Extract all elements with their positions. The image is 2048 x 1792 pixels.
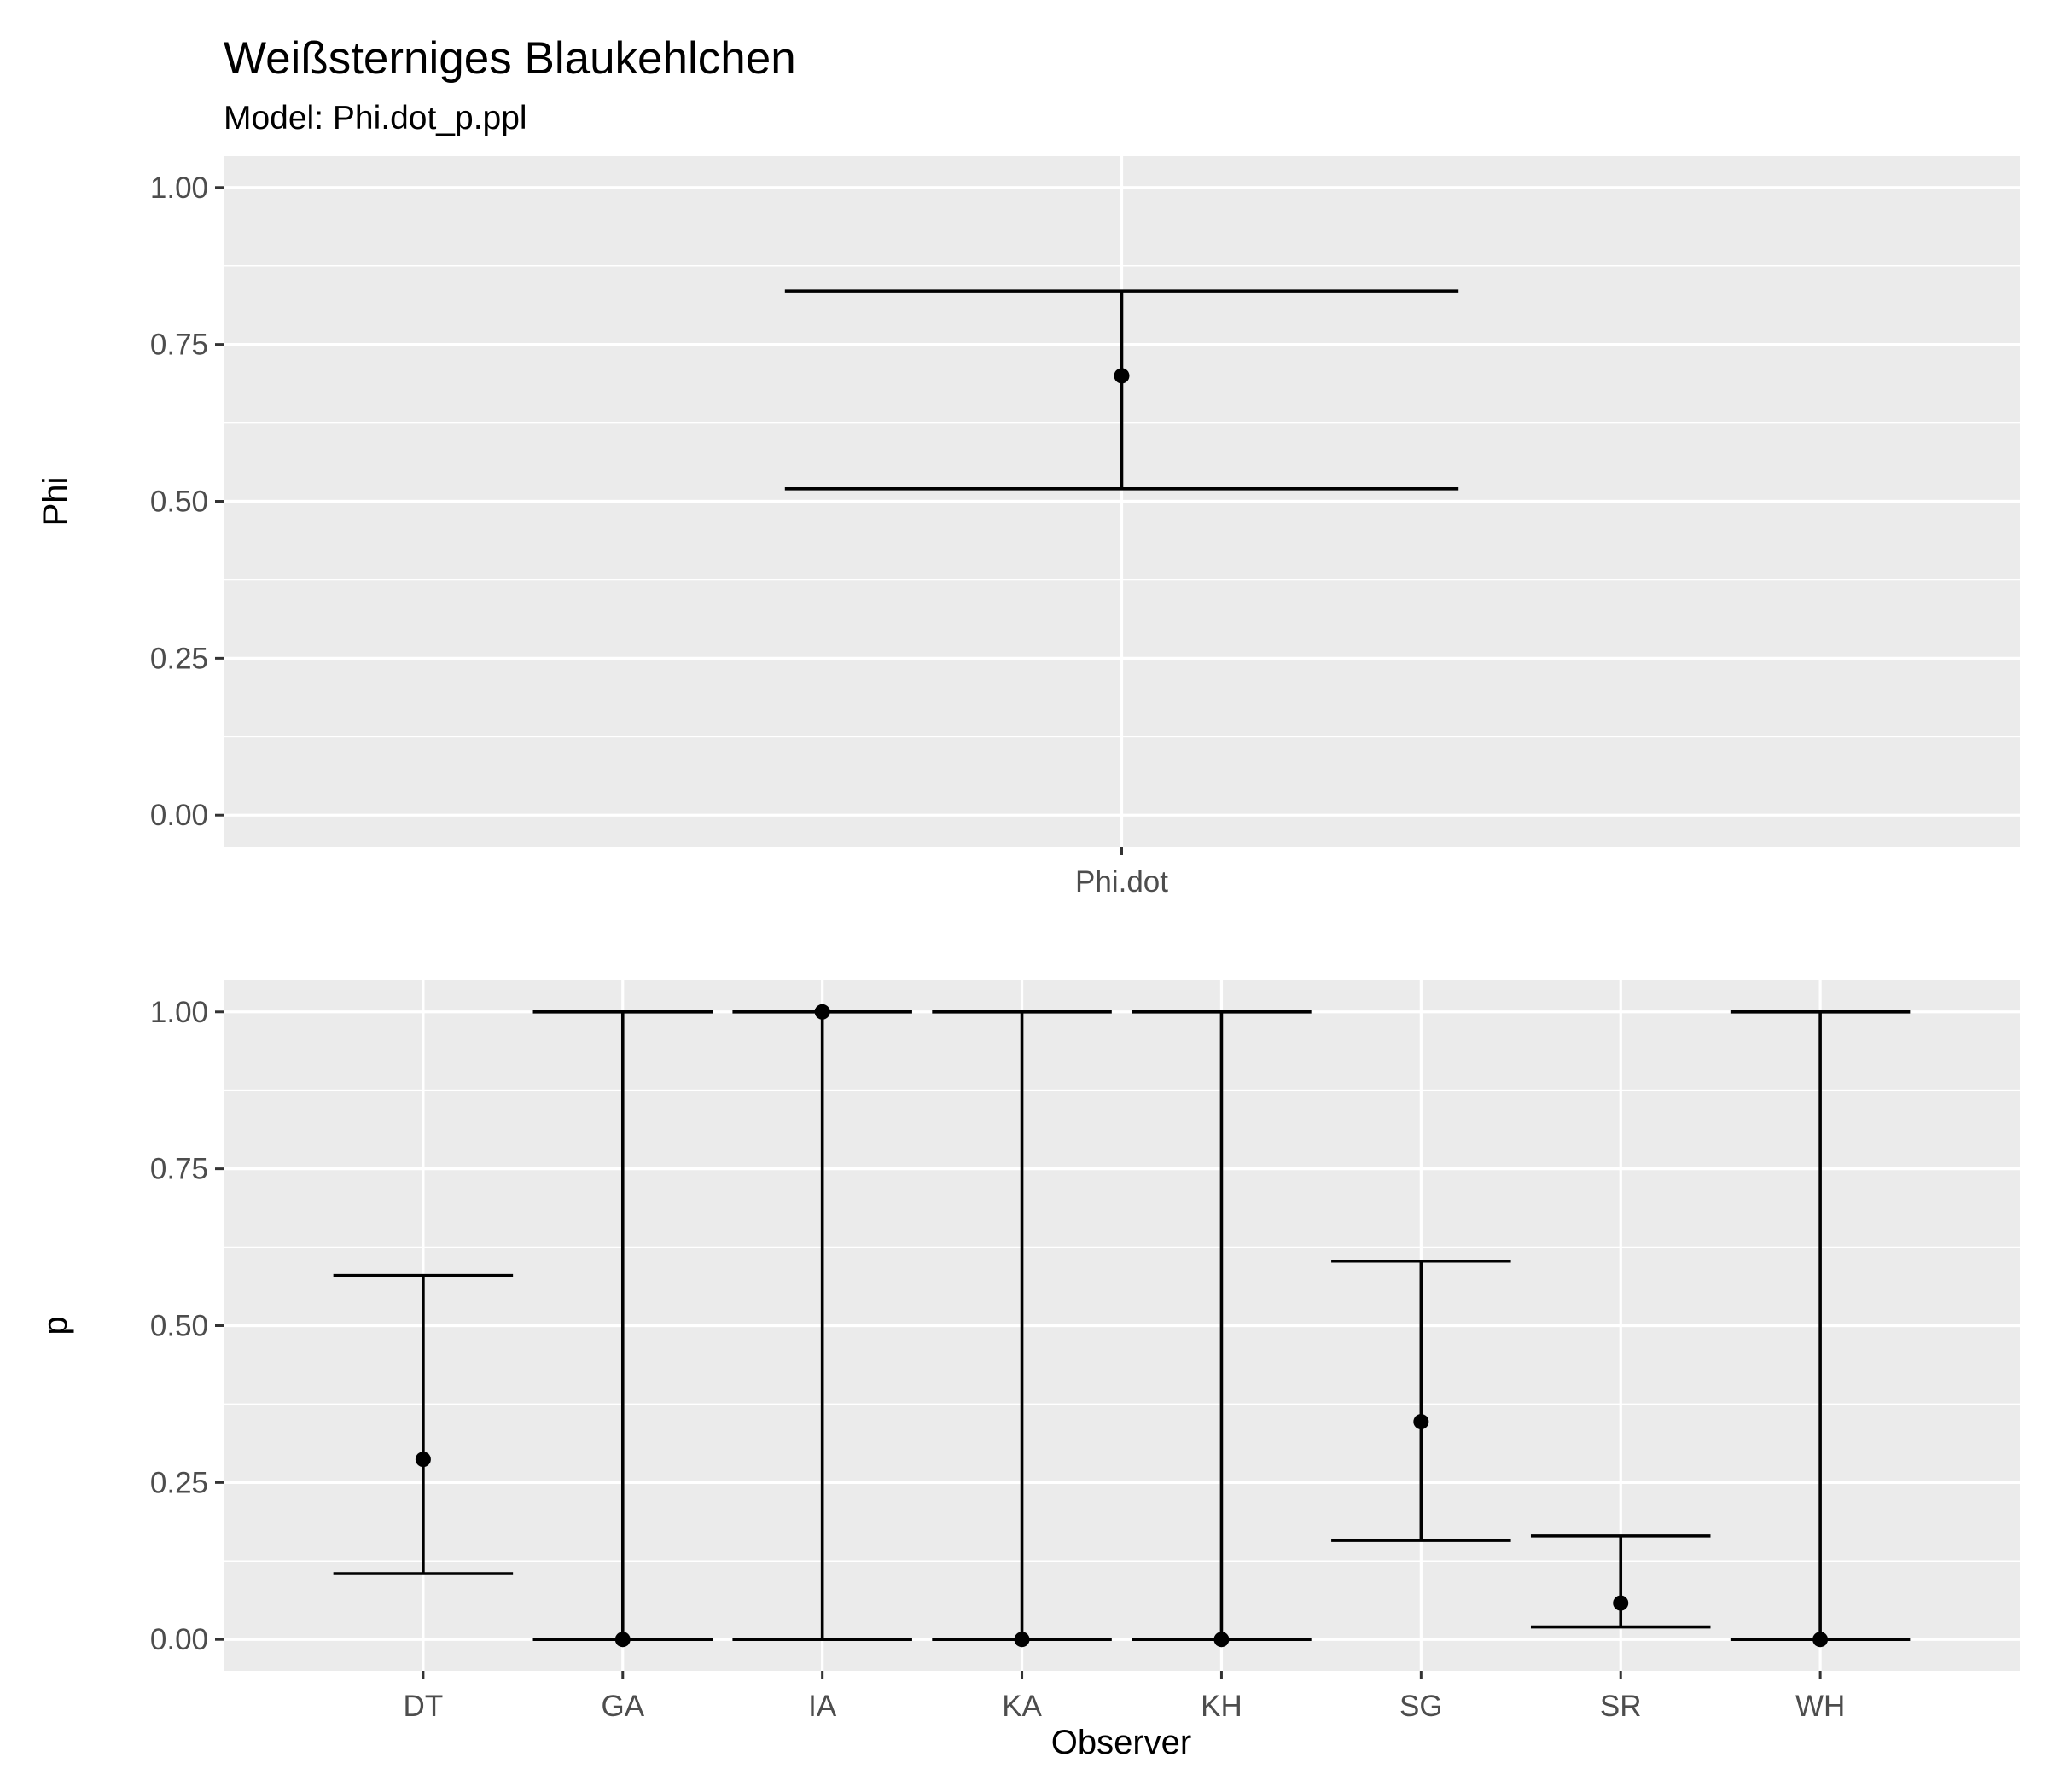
p-y-axis-title: p	[37, 1316, 74, 1335]
p-x-tick-label-ka: KA	[1002, 1690, 1042, 1723]
p-x-tick-label-sg: SG	[1399, 1690, 1443, 1723]
phi-y-tick-label: 1.00	[150, 172, 208, 205]
phi-y-tick-label: 0.25	[150, 642, 208, 675]
p-panel: 0.00 0.25 0.50 0.75 1.00 DT GA IA KA KH SG SR WH p Obs…	[37, 980, 2020, 1761]
phi-estimate-point-phi-dot	[1114, 368, 1130, 384]
phi-panel: 0.00 0.25 0.50 0.75 1.00 Phi.dot Phi	[37, 156, 2020, 899]
p-estimate-point-ia	[814, 1004, 830, 1020]
p-estimate-point-kh	[1213, 1632, 1230, 1648]
p-estimate-point-dt	[415, 1452, 431, 1468]
phi-y-tick-label: 0.75	[150, 329, 208, 362]
p-x-tick-label-ia: IA	[808, 1690, 837, 1723]
p-y-tick-label: 0.75	[150, 1153, 208, 1186]
phi-x-tick-label-phi-dot: Phi.dot	[1075, 865, 1168, 899]
chart-subtitle: Model: Phi.dot_p.ppl	[224, 100, 527, 137]
p-y-tick-label: 0.00	[150, 1623, 208, 1656]
p-x-tick-label-sr: SR	[1600, 1690, 1642, 1723]
p-estimate-point-sr	[1613, 1595, 1629, 1611]
p-x-tick-label-kh: KH	[1201, 1690, 1242, 1723]
p-estimate-point-sg	[1413, 1414, 1429, 1430]
p-x-axis-title: Observer	[1051, 1724, 1192, 1761]
p-estimate-point-wh	[1812, 1632, 1829, 1648]
p-y-tick-label: 0.25	[150, 1466, 208, 1499]
p-x-tick-label-ga: GA	[601, 1690, 644, 1723]
phi-y-axis-title: Phi	[37, 477, 74, 527]
p-estimate-point-ka	[1014, 1632, 1030, 1648]
p-x-tick-label-dt: DT	[404, 1690, 444, 1723]
chart-title: Weißsterniges Blaukehlchen	[224, 33, 796, 84]
p-y-tick-label: 1.00	[150, 996, 208, 1029]
p-y-tick-label: 0.50	[150, 1310, 208, 1343]
phi-y-tick-label: 0.00	[150, 799, 208, 832]
p-estimate-point-ga	[614, 1632, 631, 1648]
p-x-tick-label-wh: WH	[1795, 1690, 1845, 1723]
phi-y-tick-label: 0.50	[150, 486, 208, 519]
